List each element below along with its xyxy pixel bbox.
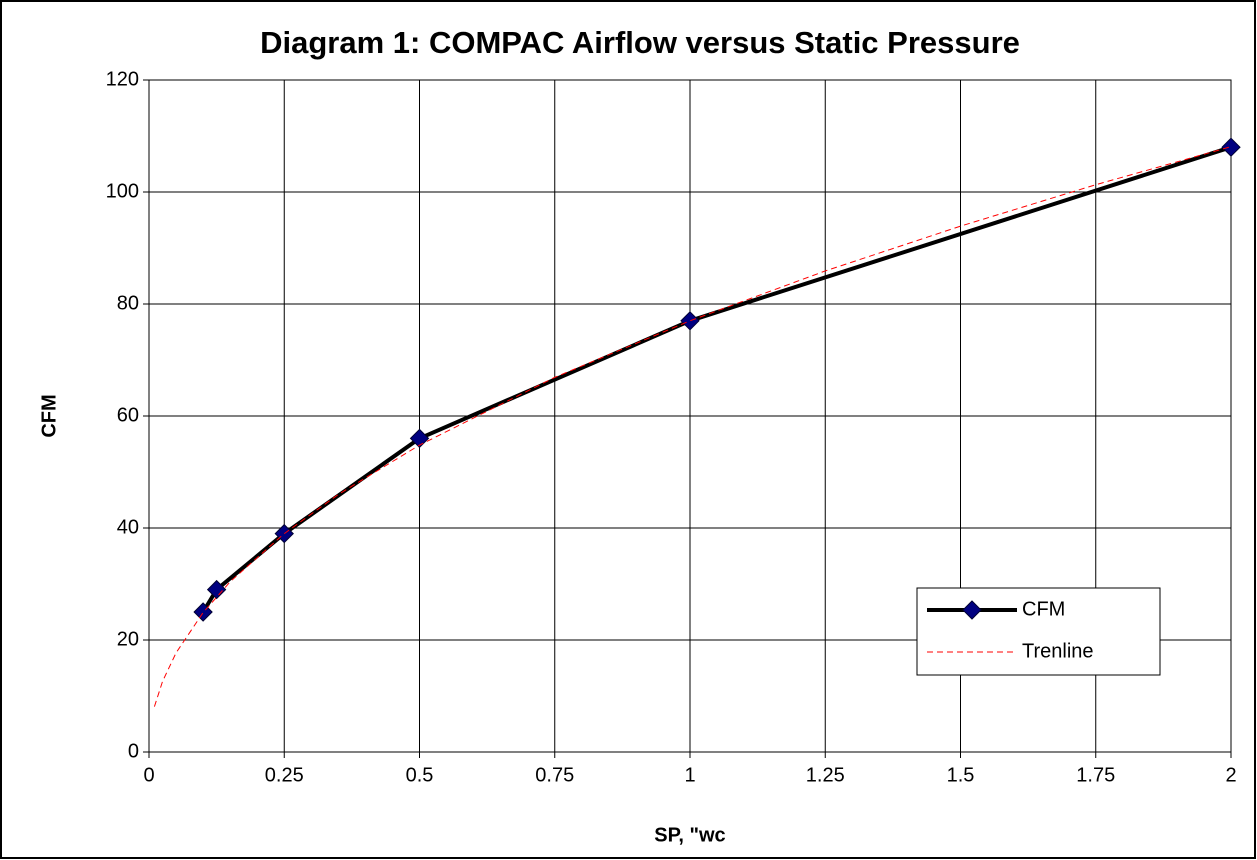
plot: [153, 137, 1241, 707]
legend-label: CFM: [1022, 598, 1065, 620]
series-line: [153, 146, 1232, 707]
x-tick-label: 2: [1225, 764, 1236, 786]
marker: [962, 600, 982, 620]
legend-label: Trenline: [1022, 640, 1094, 662]
x-axis-label: SP, "wc: [654, 824, 725, 846]
y-tick-label: 120: [106, 68, 139, 90]
y-tick-label: 80: [117, 292, 139, 314]
legend-box: [916, 587, 1161, 676]
grid: 0 20 40 60 80 100 120 0 0.25 0.5 0.75 1 1.25 1.5 1.75 2: [106, 68, 1237, 786]
marker: [680, 311, 700, 331]
x-tick-label: 0.75: [535, 764, 574, 786]
marker: [409, 428, 430, 449]
y-tick-label: 100: [106, 180, 139, 202]
x-tick-label: 1.75: [1076, 764, 1115, 786]
y-tick-label: 60: [117, 404, 139, 426]
chart-title: Diagram 1: COMPAC Airflow versus Static …: [260, 25, 1020, 60]
y-tick-label: 0: [128, 740, 139, 762]
x-tick-label: 0: [143, 764, 154, 786]
x-tick-label: 1.25: [806, 764, 845, 786]
x-tick-label: 1.5: [947, 764, 975, 786]
y-axis-label: CFM: [38, 394, 60, 437]
marker: [1221, 137, 1241, 157]
marker: [206, 579, 227, 600]
x-tick-label: 0.5: [406, 764, 434, 786]
x-tick-label: 0.25: [265, 764, 304, 786]
y-tick-label: 20: [117, 628, 139, 650]
x-tick-label: 1: [684, 764, 695, 786]
legend: CFM Trenline: [916, 587, 1161, 676]
y-tick-label: 40: [117, 516, 139, 538]
